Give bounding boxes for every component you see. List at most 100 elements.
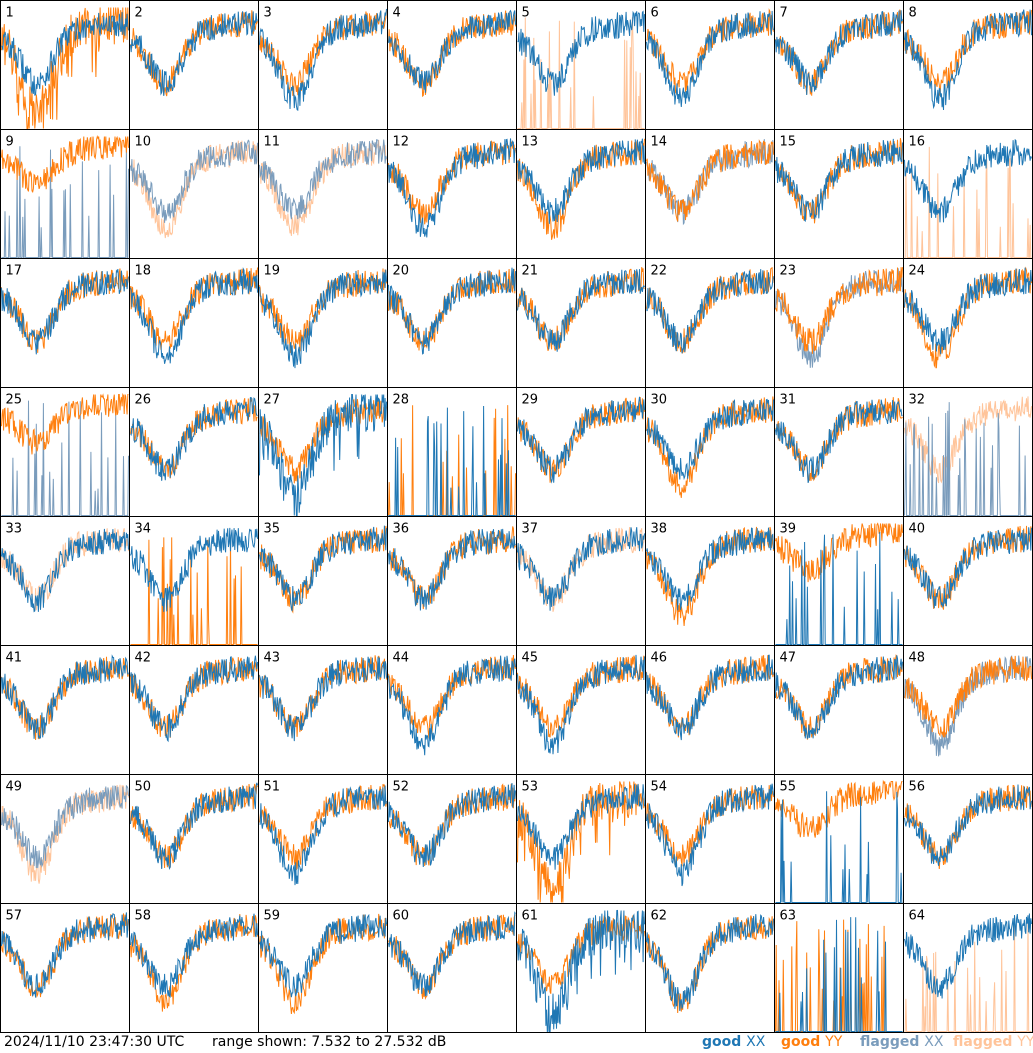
series-xx-good-antenna-8 xyxy=(904,9,1032,111)
panel-18: 18 xyxy=(129,258,259,388)
panel-57: 57 xyxy=(0,903,130,1033)
panel-label: 20 xyxy=(393,264,410,279)
panel-label: 13 xyxy=(522,135,539,150)
panel-label: 17 xyxy=(6,264,23,279)
series-yy-flagged-antenna-10 xyxy=(130,140,258,239)
panel-47: 47 xyxy=(774,645,904,775)
legend-flagged-xx-suffix: XX xyxy=(924,1034,944,1050)
series-yy-good-antenna-18 xyxy=(130,267,258,350)
series-xx-good-antenna-16 xyxy=(904,138,1032,223)
panel-54: 54 xyxy=(645,774,775,904)
series-xx-good-antenna-7 xyxy=(775,10,903,96)
panel-label: 48 xyxy=(909,651,926,666)
series-yy-good-antenna-4 xyxy=(388,10,516,98)
series-xx-good-antenna-55 xyxy=(775,791,903,903)
panel-label: 30 xyxy=(651,393,668,408)
panel-label: 39 xyxy=(780,522,797,537)
series-xx-good-antenna-31 xyxy=(775,399,903,484)
series-xx-good-antenna-35 xyxy=(259,525,387,612)
series-xx-good-antenna-33 xyxy=(1,528,129,613)
panel-4: 4 xyxy=(387,0,517,130)
panel-label: 57 xyxy=(6,909,23,924)
panel-61: 61 xyxy=(516,903,646,1033)
panel-label: 53 xyxy=(522,780,539,795)
panel-label: 12 xyxy=(393,135,410,150)
panel-label: 63 xyxy=(780,909,797,924)
panel-9: 9 xyxy=(0,129,130,259)
series-xx-good-antenna-27 xyxy=(259,394,387,516)
series-xx-good-antenna-36 xyxy=(388,528,516,611)
panel-label: 62 xyxy=(651,909,668,924)
series-xx-good-antenna-17 xyxy=(1,269,129,355)
panel-label: 3 xyxy=(264,6,272,21)
panel-30: 30 xyxy=(645,387,775,517)
series-xx-good-antenna-37 xyxy=(517,527,645,611)
panel-46: 46 xyxy=(645,645,775,775)
series-xx-good-antenna-62 xyxy=(646,914,774,1012)
panel-64: 64 xyxy=(903,903,1033,1033)
panel-frame xyxy=(774,774,904,904)
panel-label: 1 xyxy=(6,6,14,21)
panel-label: 18 xyxy=(135,264,152,279)
series-xx-good-antenna-2 xyxy=(130,11,258,96)
panel-label: 38 xyxy=(651,522,668,537)
series-xx-good-antenna-61 xyxy=(517,909,645,1033)
panel-label: 21 xyxy=(522,264,539,279)
panel-59: 59 xyxy=(258,903,388,1033)
panel-55: 55 xyxy=(774,774,904,904)
panel-22: 22 xyxy=(645,258,775,388)
panel-label: 28 xyxy=(393,393,410,408)
panel-label: 11 xyxy=(264,135,281,150)
series-yy-flagged-antenna-64 xyxy=(904,916,1032,1032)
series-xx-good-antenna-38 xyxy=(646,527,774,611)
series-xx-good-antenna-12 xyxy=(388,138,516,238)
legend-good-yy: good YY xyxy=(781,1034,842,1050)
panel-label: 24 xyxy=(909,264,926,279)
panel-50: 50 xyxy=(129,774,259,904)
panel-label: 37 xyxy=(522,522,539,537)
panel-label: 56 xyxy=(909,780,926,795)
series-yy-good-antenna-30 xyxy=(646,396,774,498)
panel-29: 29 xyxy=(516,387,646,517)
panel-25: 25 xyxy=(0,387,130,517)
series-xx-good-antenna-6 xyxy=(646,10,774,108)
series-yy-good-antenna-36 xyxy=(388,526,516,610)
series-xx-good-antenna-5 xyxy=(517,10,645,96)
legend-flagged-xx: flagged XX xyxy=(860,1034,943,1050)
series-xx-good-antenna-56 xyxy=(904,784,1032,866)
panel-56: 56 xyxy=(903,774,1033,904)
panel-label: 6 xyxy=(651,6,659,21)
panel-49: 49 xyxy=(0,774,130,904)
series-xx-good-antenna-21 xyxy=(517,269,645,352)
panel-label: 55 xyxy=(780,780,797,795)
panel-63: 63 xyxy=(774,903,904,1033)
panel-48: 48 xyxy=(903,645,1033,775)
series-xx-good-antenna-1 xyxy=(1,12,129,96)
series-xx-good-antenna-54 xyxy=(646,783,774,887)
legend-good-xx: good XX xyxy=(702,1034,765,1050)
series-yy-good-antenna-12 xyxy=(388,140,516,225)
panel-40: 40 xyxy=(903,516,1033,646)
panel-label: 58 xyxy=(135,909,152,924)
panel-label: 40 xyxy=(909,522,926,537)
panel-32: 32 xyxy=(903,387,1033,517)
panel-label: 33 xyxy=(6,522,23,537)
series-xx-good-antenna-26 xyxy=(130,397,258,481)
series-xx-good-antenna-50 xyxy=(130,782,258,871)
series-xx-good-antenna-58 xyxy=(130,913,258,998)
panel-13: 13 xyxy=(516,129,646,259)
panel-53: 53 xyxy=(516,774,646,904)
panel-37: 37 xyxy=(516,516,646,646)
panel-label: 46 xyxy=(651,651,668,666)
series-yy-good-antenna-22 xyxy=(646,266,774,355)
series-xx-good-antenna-39 xyxy=(775,531,903,645)
panel-17: 17 xyxy=(0,258,130,388)
series-xx-good-antenna-15 xyxy=(775,138,903,223)
series-xx-flagged-antenna-11 xyxy=(259,139,387,220)
panel-label: 34 xyxy=(135,522,152,537)
panel-2: 2 xyxy=(129,0,259,130)
panel-label: 50 xyxy=(135,780,152,795)
series-yy-good-antenna-55 xyxy=(775,779,903,838)
panel-label: 32 xyxy=(909,393,926,408)
series-yy-good-antenna-14 xyxy=(646,139,774,222)
